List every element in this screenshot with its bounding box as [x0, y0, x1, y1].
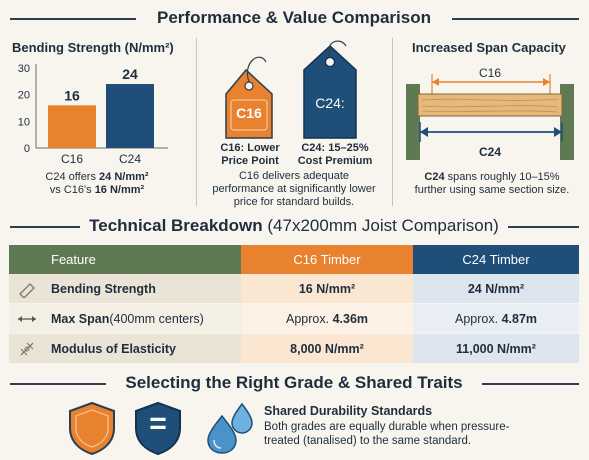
c16-span-label: C16 [478, 66, 501, 80]
c24-span-label: C24 [478, 145, 501, 159]
header-c16: C16 Timber [241, 245, 413, 274]
divider-left [196, 38, 197, 206]
orange-shield-icon [69, 401, 115, 456]
row2-feature-sub: (400mm centers) [109, 311, 204, 326]
elasticity-icon [20, 342, 34, 355]
c16-caption-line2: Price Point [221, 155, 279, 167]
chart-title: Bending Strength (N/mm²) [12, 40, 174, 55]
divider-right [392, 38, 393, 206]
row-icon-cell [9, 304, 45, 333]
water-drops-icon [207, 402, 253, 454]
durability-line1: Both grades are equally durable when pre… [264, 421, 510, 433]
row1-c24-value: 24 N/mm² [467, 281, 525, 296]
span-title: Increased Span Capacity [412, 40, 566, 55]
row-icon-cell [9, 334, 45, 363]
span-arrows-icon [18, 315, 36, 322]
c16-tag-label: C16 [236, 105, 262, 121]
price-desc-line1: C16 delivers adequate [238, 170, 350, 182]
chart-note-middle: vs C16's [49, 184, 95, 196]
row-c16: 8,000 N/mm² [241, 334, 413, 363]
c24-caption-line1: C24: 15–25% [301, 142, 369, 154]
c24-tag-label: C24: [315, 95, 345, 111]
row2-c24-value: 4.87m [501, 311, 538, 326]
row2-feature-main: Max Span [51, 311, 110, 326]
data-label: 16 [64, 87, 80, 103]
row1-c16-value: 16 N/mm² [298, 281, 356, 296]
equals-icon: = [149, 407, 167, 440]
selecting-title: Selecting the Right Grade & Shared Trait… [106, 373, 482, 393]
y-tick-label: 20 [18, 90, 30, 102]
span-diagram [406, 74, 574, 160]
c16-caption-line1: C16: Lower [220, 142, 280, 154]
row3-c24-value: 11,000 N/mm² [456, 341, 536, 356]
y-tick-label: 10 [18, 116, 30, 128]
row-icon-cell [9, 274, 45, 303]
c24-price-caption: C24: 15–25% Cost Premium [292, 142, 378, 168]
row-c16: 16 N/mm² [241, 274, 413, 303]
breakdown-title-bold: Technical Breakdown [89, 216, 263, 235]
durability-line2: treated (tanalised) to the same standard… [264, 435, 472, 447]
table-row: Modulus of Elasticity 8,000 N/mm² 11,000… [9, 334, 579, 363]
bar-c16 [48, 105, 96, 148]
row-c16: Approx. 4.36m [241, 304, 413, 333]
durability-title: Shared Durability Standards [264, 404, 433, 418]
c24-price-tag-icon [303, 40, 357, 139]
price-description: C16 delivers adequate performance at sig… [198, 170, 390, 209]
data-label: 24 [122, 66, 138, 82]
header-feature: Feature [45, 245, 241, 274]
row-feature: Max Span (400mm centers) [45, 304, 241, 333]
x-tick-label: C24 [119, 152, 141, 166]
beam-icon [19, 282, 35, 298]
span-desc-line2: further using same section size. [414, 184, 570, 196]
c16-price-tag-icon [225, 56, 273, 139]
row-feature: Modulus of Elasticity [45, 334, 241, 363]
breakdown-title: Technical Breakdown (47x200mm Joist Comp… [80, 216, 508, 236]
span-desc-line1: spans roughly 10–15% [444, 171, 560, 183]
row2-c24-prefix: Approx. [454, 311, 499, 326]
header-c24: C24 Timber [413, 245, 579, 274]
timber-beam-icon [417, 93, 563, 117]
table-header-row: Feature C16 Timber C24 Timber [9, 245, 579, 274]
x-tick-label: C16 [61, 152, 83, 166]
navy-shield-icon [135, 401, 181, 456]
chart-note-c24: 24 N/mm² [99, 171, 149, 183]
durability-text: Both grades are equally durable when pre… [264, 420, 564, 448]
left-support [406, 84, 420, 160]
c24-caption-line2: Cost Premium [297, 155, 373, 167]
chart-note: C24 offers 24 N/mm² vs C16's 16 N/mm² [22, 171, 172, 197]
price-desc-line3: price for standard builds. [233, 196, 355, 208]
row2-c16-value: 4.36m [332, 311, 369, 326]
y-tick-label: 0 [24, 143, 30, 155]
row-c24: 11,000 N/mm² [413, 334, 579, 363]
y-tick-label: 30 [18, 63, 30, 75]
price-tags [225, 40, 357, 139]
price-desc-line2: performance at significantly lower [212, 183, 376, 195]
bar-c24 [106, 84, 154, 148]
c16-price-caption: C16: Lower Price Point [214, 142, 286, 168]
bending-strength-chart: 30 20 10 0 16 C16 24 C24 [18, 63, 168, 166]
chart-note-c16: 16 N/mm² [94, 184, 145, 196]
row-c24: Approx. 4.87m [413, 304, 579, 333]
span-description: C24 spans roughly 10–15% further using s… [400, 171, 584, 197]
span-desc-bold: C24 [424, 171, 445, 183]
row3-c16-value: 8,000 N/mm² [290, 341, 364, 356]
table-row: Bending Strength 16 N/mm² 24 N/mm² [9, 274, 579, 303]
breakdown-title-rest: (47x200mm Joist Comparison) [262, 216, 499, 235]
chart-note-prefix: C24 offers [45, 171, 100, 183]
row2-c16-prefix: Approx. [285, 311, 330, 326]
right-support [560, 84, 574, 160]
row-feature: Bending Strength [45, 274, 241, 303]
header-icon-cell [9, 245, 45, 274]
table-row: Max Span (400mm centers) Approx. 4.36m A… [9, 304, 579, 333]
row-c24: 24 N/mm² [413, 274, 579, 303]
page-title: Performance & Value Comparison [136, 8, 452, 28]
